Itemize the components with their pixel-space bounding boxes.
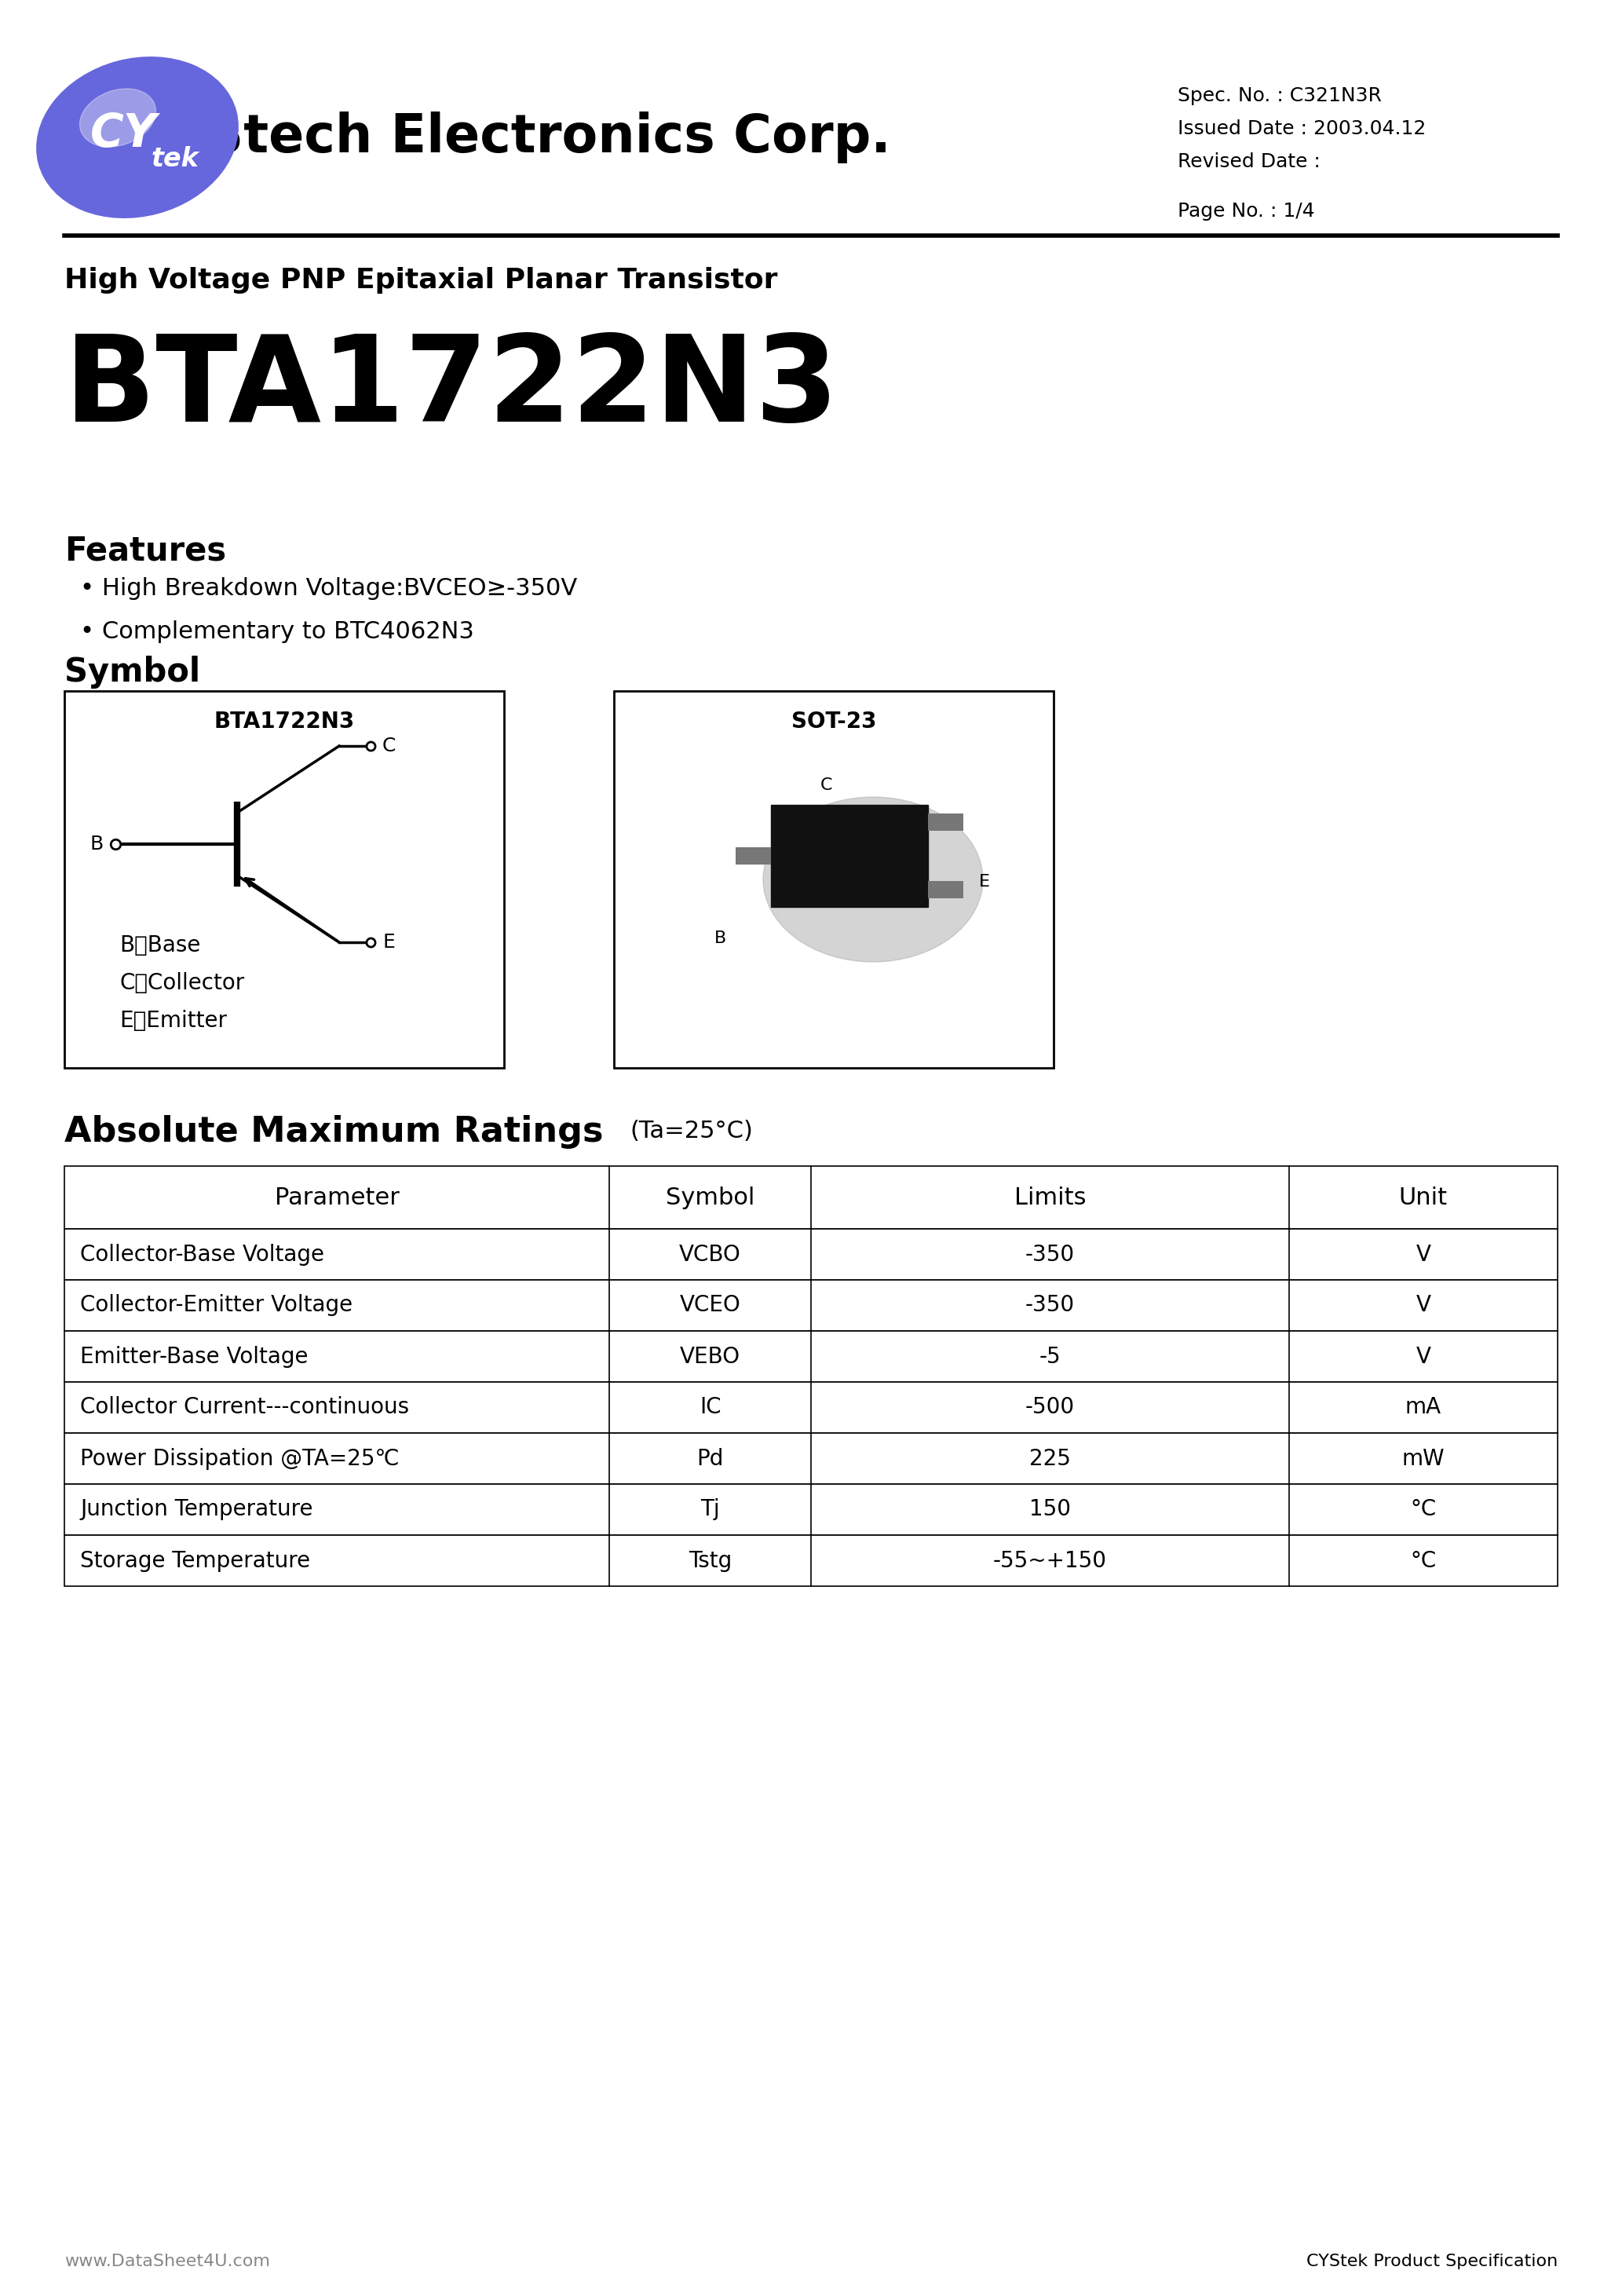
Text: E：Emitter: E：Emitter	[120, 1010, 227, 1031]
Text: Collector-Emitter Voltage: Collector-Emitter Voltage	[79, 1295, 352, 1316]
Text: Power Dissipation @TA=25℃: Power Dissipation @TA=25℃	[79, 1446, 399, 1469]
Text: C：Collector: C：Collector	[120, 971, 245, 994]
Text: C: C	[383, 737, 396, 755]
Text: B: B	[714, 930, 727, 946]
Text: Storage Temperature: Storage Temperature	[79, 1550, 310, 1573]
Ellipse shape	[762, 797, 983, 962]
Bar	[736, 847, 770, 866]
Text: 225: 225	[1030, 1446, 1071, 1469]
Ellipse shape	[37, 57, 238, 218]
Text: C: C	[819, 778, 832, 792]
Text: • Complementary to BTC4062N3: • Complementary to BTC4062N3	[79, 620, 474, 643]
Bar	[65, 1382, 1557, 1433]
Text: -55~+150: -55~+150	[993, 1550, 1106, 1573]
Text: V: V	[1416, 1345, 1431, 1368]
Text: Page No. : 1/4: Page No. : 1/4	[1178, 202, 1315, 220]
Bar	[65, 1536, 1557, 1587]
Text: VCBO: VCBO	[680, 1244, 741, 1265]
Text: °C: °C	[1410, 1499, 1437, 1520]
Ellipse shape	[79, 90, 156, 147]
Bar	[65, 1332, 1557, 1382]
Bar	[65, 1279, 1557, 1332]
Bar	[65, 1433, 1557, 1483]
Text: B: B	[91, 836, 104, 854]
Text: CYStech Electronics Corp.: CYStech Electronics Corp.	[130, 113, 890, 163]
Bar	[65, 1166, 1557, 1228]
Text: Collector-Base Voltage: Collector-Base Voltage	[79, 1244, 324, 1265]
Text: V: V	[1416, 1244, 1431, 1265]
Text: tek: tek	[151, 147, 200, 172]
Text: VEBO: VEBO	[680, 1345, 740, 1368]
Text: IC: IC	[699, 1396, 722, 1419]
Text: mW: mW	[1401, 1446, 1445, 1469]
Bar	[65, 691, 504, 1068]
Text: www.DataSheet4U.com: www.DataSheet4U.com	[65, 2255, 271, 2268]
Text: SOT-23: SOT-23	[792, 712, 876, 732]
Text: °C: °C	[1410, 1550, 1437, 1573]
Text: Symbol: Symbol	[665, 1187, 754, 1210]
Text: Unit: Unit	[1398, 1187, 1447, 1210]
Text: Absolute Maximum Ratings: Absolute Maximum Ratings	[65, 1116, 603, 1148]
Text: E: E	[383, 932, 394, 953]
Text: -350: -350	[1025, 1295, 1075, 1316]
Text: V: V	[1416, 1295, 1431, 1316]
Text: VCEO: VCEO	[680, 1295, 741, 1316]
Text: High Voltage PNP Epitaxial Planar Transistor: High Voltage PNP Epitaxial Planar Transi…	[65, 266, 777, 294]
Text: -350: -350	[1025, 1244, 1075, 1265]
Text: Pd: Pd	[697, 1446, 723, 1469]
Text: Tj: Tj	[701, 1499, 720, 1520]
Bar	[65, 1483, 1557, 1536]
Text: CYStek Product Specification: CYStek Product Specification	[1306, 2255, 1557, 2268]
Text: -5: -5	[1040, 1345, 1061, 1368]
Text: Symbol: Symbol	[65, 657, 200, 689]
Text: Limits: Limits	[1014, 1187, 1085, 1210]
Text: mA: mA	[1405, 1396, 1442, 1419]
Bar	[928, 882, 963, 898]
Text: -500: -500	[1025, 1396, 1075, 1419]
Text: E: E	[980, 875, 989, 889]
Text: Features: Features	[65, 535, 225, 567]
Text: Tstg: Tstg	[688, 1550, 732, 1573]
Text: Junction Temperature: Junction Temperature	[79, 1499, 313, 1520]
Text: Issued Date : 2003.04.12: Issued Date : 2003.04.12	[1178, 119, 1426, 138]
Bar	[770, 806, 928, 907]
Text: (Ta=25°C): (Ta=25°C)	[629, 1120, 753, 1143]
Text: Collector Current---continuous: Collector Current---continuous	[79, 1396, 409, 1419]
Text: Parameter: Parameter	[274, 1187, 399, 1210]
Text: • High Breakdown Voltage:BVCEO≥-350V: • High Breakdown Voltage:BVCEO≥-350V	[79, 576, 577, 599]
Text: BTA1722N3: BTA1722N3	[214, 712, 355, 732]
Text: Revised Date :: Revised Date :	[1178, 152, 1320, 172]
Text: BTA1722N3: BTA1722N3	[65, 331, 839, 448]
Bar	[65, 1228, 1557, 1279]
Text: B：Base: B：Base	[120, 934, 201, 957]
Text: CY: CY	[89, 110, 157, 156]
Bar	[615, 691, 1054, 1068]
Text: Spec. No. : C321N3R: Spec. No. : C321N3R	[1178, 87, 1382, 106]
Bar	[928, 813, 963, 831]
Text: Emitter-Base Voltage: Emitter-Base Voltage	[79, 1345, 308, 1368]
Text: 150: 150	[1028, 1499, 1071, 1520]
